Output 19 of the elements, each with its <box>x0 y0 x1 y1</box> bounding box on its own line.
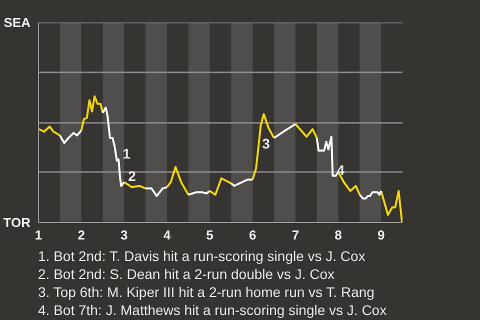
x-tick-label: 7 <box>292 228 300 242</box>
x-tick-label: 9 <box>377 228 385 242</box>
x-tick-label: 3 <box>120 228 128 242</box>
text: 3. Top 6th: M. Kiper III hit a 2-run home run vs T. Rang <box>38 284 374 300</box>
x-tick-label: 4 <box>163 228 172 242</box>
x-tick-label: 5 <box>206 228 214 242</box>
text: 2. Bot 2nd: S. Dean hit a 2-run double vs J. Cox <box>38 266 335 282</box>
annotation: 3 <box>262 135 270 152</box>
x-tick-label: 2 <box>78 228 85 242</box>
x-tick-label: 6 <box>249 228 256 242</box>
x-tick-label: 1 <box>34 228 42 242</box>
x-tick-label: 8 <box>334 228 342 242</box>
annotation: 1 <box>122 145 131 162</box>
annotation: 4 <box>336 162 345 178</box>
text: SEA <box>4 15 32 30</box>
text: 4. Bot 7th: J. Matthews hit a run-scoring single vs J. Cox <box>38 302 387 318</box>
annotation: 2 <box>128 168 136 184</box>
text: TOR <box>3 215 32 230</box>
text: 1. Bot 2nd: T. Davis hit a run-scoring single vs J. Cox <box>38 248 366 264</box>
